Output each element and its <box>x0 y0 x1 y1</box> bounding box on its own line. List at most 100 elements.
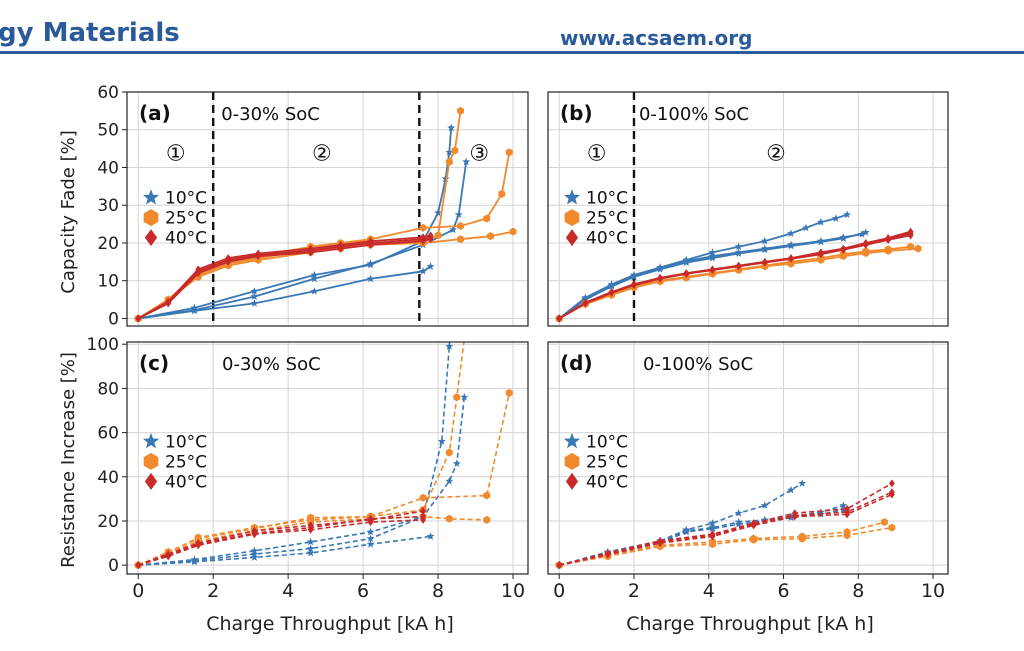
series-group-d <box>555 479 896 570</box>
data-point-d-0-8 <box>798 479 807 487</box>
legend-label-a-2: 40°C <box>165 229 207 249</box>
data-point-a-8-9 <box>427 235 434 244</box>
data-point-b-7-6 <box>709 265 716 274</box>
data-point-b-4-12 <box>862 249 870 258</box>
data-point-c-3-7 <box>445 448 453 457</box>
zone-marker-b-1: ② <box>766 141 786 166</box>
y-tick-label-c-40: 40 <box>97 468 119 488</box>
zone-marker-b-0: ① <box>587 141 607 166</box>
legend-label-d-0: 10°C <box>586 432 628 452</box>
y-tick-label-c-80: 80 <box>97 379 119 399</box>
data-point-b-2-2 <box>607 282 616 290</box>
data-point-a-5-12 <box>505 148 513 157</box>
legend-marker-c-2 <box>144 472 158 490</box>
axes-frame-b <box>547 91 949 327</box>
data-point-b-7-14 <box>907 229 914 238</box>
data-point-a-2-3 <box>310 287 319 295</box>
data-point-a-1-3 <box>310 274 319 283</box>
data-point-c-5-8 <box>505 388 513 397</box>
legend-marker-d-1 <box>564 452 580 470</box>
data-point-c-1-7 <box>452 459 461 467</box>
legend-label-c-1: 25°C <box>165 452 207 472</box>
data-point-b-2-4 <box>656 265 665 273</box>
legend-label-d-1: 25°C <box>586 452 628 472</box>
legend-marker-d-2 <box>565 472 579 490</box>
data-point-a-8-0 <box>135 314 142 323</box>
zone-marker-a-0: ① <box>166 141 186 166</box>
data-point-a-3-9 <box>434 231 442 240</box>
y-tick-label-a-30: 30 <box>97 196 119 216</box>
data-point-b-2-10 <box>816 237 825 246</box>
data-point-c-0-3 <box>306 537 315 546</box>
axes-frame-d <box>547 341 949 575</box>
data-point-a-1-4 <box>366 259 375 268</box>
legend-label-b-1: 25°C <box>586 209 628 229</box>
legend-label-a-1: 25°C <box>165 209 207 229</box>
legend-marker-b-2 <box>565 229 579 247</box>
data-point-b-0-11 <box>816 218 825 226</box>
data-point-d-5-7 <box>889 479 895 488</box>
data-point-c-6-6 <box>420 507 426 516</box>
y-tick-label-c-0: 0 <box>108 556 119 576</box>
data-point-a-1-8 <box>462 157 471 166</box>
data-point-b-7-7 <box>735 261 742 270</box>
data-point-c-1-3 <box>306 544 315 552</box>
data-point-d-2-3 <box>682 527 691 536</box>
data-point-a-4-10 <box>487 232 494 241</box>
y-tick-label-a-50: 50 <box>97 121 119 141</box>
soc-label-d: 0-100% SoC <box>643 354 753 375</box>
panel-label-d: (d) <box>560 351 593 375</box>
data-point-a-3-10 <box>445 157 453 166</box>
data-point-c-1-4 <box>366 534 375 543</box>
data-point-b-4-9 <box>787 259 795 268</box>
data-point-d-4-3 <box>709 540 716 549</box>
data-point-c-8-0 <box>135 561 142 570</box>
data-point-b-7-0 <box>556 314 563 323</box>
data-point-d-2-4 <box>708 524 717 533</box>
data-point-b-0-8 <box>760 236 769 245</box>
journal-title: gy Materials <box>0 18 180 48</box>
data-point-a-8-6 <box>337 244 344 253</box>
data-point-c-8-5 <box>367 518 374 527</box>
data-point-a-2-5 <box>419 267 428 275</box>
data-point-b-0-9 <box>787 229 795 237</box>
y-tick-label-c-20: 20 <box>97 512 119 532</box>
grid-layer <box>127 91 948 574</box>
data-point-c-3-9 <box>465 307 472 315</box>
data-point-a-1-2 <box>250 292 259 300</box>
series-line-d-4 <box>559 526 893 566</box>
data-point-b-0-10 <box>801 223 810 232</box>
header-rule <box>0 51 1024 54</box>
x-tick-label-d-4: 4 <box>703 580 715 602</box>
x-tick-label-c-4: 4 <box>282 580 294 602</box>
data-point-a-8-5 <box>307 248 314 257</box>
data-point-b-0-7 <box>734 242 743 251</box>
data-point-a-2-2 <box>250 299 259 307</box>
data-point-b-2-9 <box>787 241 795 250</box>
y-axis-label-top: Capacity Fade [%] <box>58 130 79 294</box>
data-point-c-8-6 <box>420 515 426 524</box>
y-tick-label-a-10: 10 <box>97 272 119 292</box>
data-point-b-4-10 <box>817 255 825 264</box>
data-point-b-0-12 <box>831 214 840 222</box>
series-line-d-3 <box>559 521 885 566</box>
x-tick-label-d-0: 0 <box>553 580 565 602</box>
x-tick-label-d-6: 6 <box>777 580 789 602</box>
journal-url: www.acsaem.org <box>560 26 753 50</box>
axes-frame-c <box>126 341 529 575</box>
series-line-a-6 <box>137 234 431 320</box>
data-point-a-0-8 <box>445 148 454 156</box>
data-layer <box>134 92 922 570</box>
data-point-c-4-8 <box>483 515 491 524</box>
data-point-b-7-10 <box>818 249 824 258</box>
data-point-a-0-6 <box>434 208 443 217</box>
data-point-d-7-6 <box>844 510 850 519</box>
data-point-c-8-3 <box>251 530 258 539</box>
x-tick-label-c-10: 10 <box>501 580 525 602</box>
legend-label-a-0: 10°C <box>165 189 207 209</box>
x-axis-label-right: Charge Throughput [kA h] <box>626 613 874 635</box>
data-point-a-3-12 <box>457 106 465 115</box>
zone-marker-a-2: ③ <box>469 141 489 166</box>
journal-header: gy Materials www.acsaem.org <box>0 0 1024 56</box>
data-point-b-4-11 <box>839 252 847 261</box>
